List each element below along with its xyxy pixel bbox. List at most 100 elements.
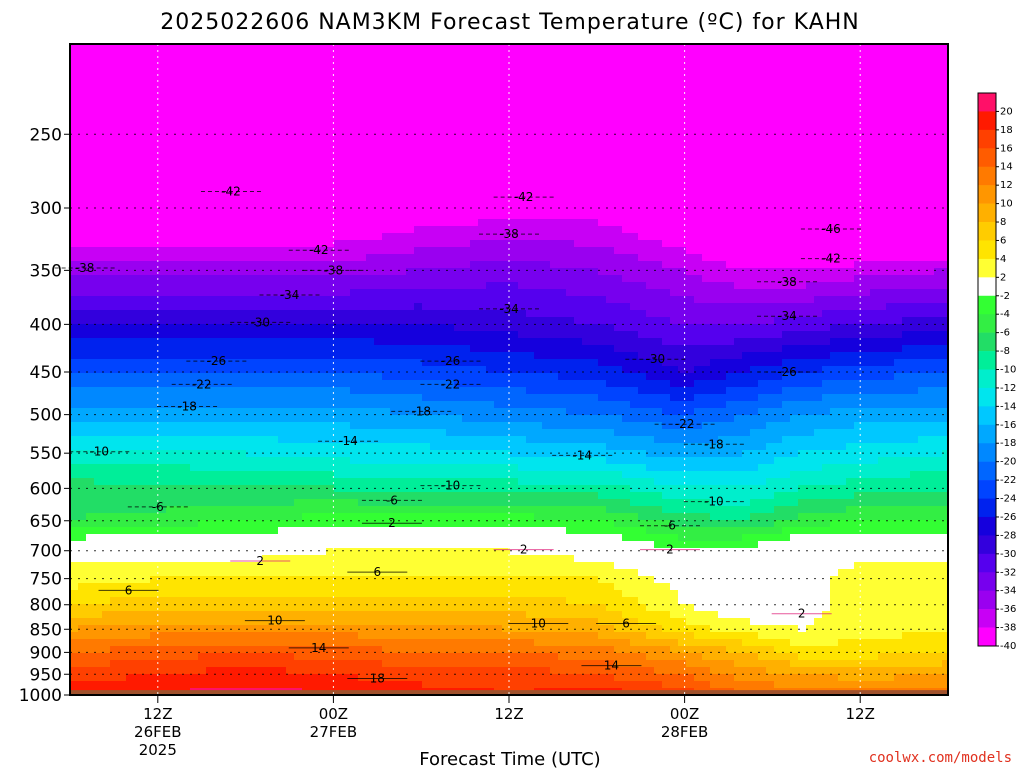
temperature-cell xyxy=(174,128,183,136)
temperature-cell xyxy=(390,499,399,507)
temperature-cell xyxy=(494,72,503,80)
temperature-cell xyxy=(438,72,447,80)
temperature-cell xyxy=(142,485,151,493)
temperature-cell xyxy=(78,471,87,479)
temperature-cell xyxy=(486,324,495,332)
temperature-cell xyxy=(406,681,415,689)
temperature-cell xyxy=(470,436,479,444)
temperature-cell xyxy=(398,219,407,227)
temperature-cell xyxy=(214,653,223,661)
temperature-cell xyxy=(294,471,303,479)
temperature-cell xyxy=(422,205,431,213)
temperature-cell xyxy=(414,254,423,262)
temperature-cell xyxy=(334,632,343,640)
temperature-cell xyxy=(118,191,127,199)
temperature-cell xyxy=(462,359,471,367)
temperature-cell xyxy=(70,625,79,633)
temperature-cell xyxy=(438,58,447,66)
temperature-cell xyxy=(318,653,327,661)
temperature-cell xyxy=(494,429,503,437)
temperature-cell xyxy=(430,177,439,185)
temperature-cell xyxy=(102,289,111,297)
temperature-cell xyxy=(110,240,119,248)
temperature-cell xyxy=(150,359,159,367)
temperature-cell xyxy=(398,163,407,171)
temperature-cell xyxy=(166,674,175,682)
temperature-cell xyxy=(190,618,199,626)
temperature-cell xyxy=(270,163,279,171)
temperature-cell xyxy=(270,443,279,451)
temperature-cell xyxy=(126,219,135,227)
temperature-cell xyxy=(478,317,487,325)
temperature-cell xyxy=(238,212,247,220)
temperature-cell xyxy=(262,219,271,227)
temperature-cell xyxy=(206,303,215,311)
temperature-cell xyxy=(166,86,175,94)
temperature-cell xyxy=(230,373,239,381)
temperature-cell xyxy=(366,625,375,633)
temperature-cell xyxy=(86,513,95,521)
temperature-cell xyxy=(310,667,319,675)
temperature-cell xyxy=(214,51,223,59)
temperature-cell xyxy=(326,569,335,577)
temperature-cell xyxy=(262,107,271,115)
temperature-cell xyxy=(334,324,343,332)
temperature-cell xyxy=(430,625,439,633)
temperature-cell xyxy=(278,569,287,577)
temperature-cell xyxy=(230,324,239,332)
temperature-cell xyxy=(470,422,479,430)
temperature-cell xyxy=(342,149,351,157)
temperature-cell xyxy=(326,184,335,192)
temperature-cell xyxy=(158,625,167,633)
temperature-cell xyxy=(262,184,271,192)
temperature-cell xyxy=(206,233,215,241)
temperature-cell xyxy=(134,387,143,395)
temperature-cell xyxy=(422,625,431,633)
temperature-cell xyxy=(270,471,279,479)
temperature-cell xyxy=(214,240,223,248)
temperature-cell xyxy=(270,135,279,143)
temperature-cell xyxy=(126,107,135,115)
temperature-cell xyxy=(358,247,367,255)
temperature-cell xyxy=(166,499,175,507)
temperature-cell xyxy=(102,667,111,675)
temperature-cell xyxy=(142,254,151,262)
temperature-cell xyxy=(310,415,319,423)
temperature-cell xyxy=(494,135,503,143)
temperature-cell xyxy=(446,373,455,381)
temperature-cell xyxy=(86,282,95,290)
temperature-cell xyxy=(358,93,367,101)
temperature-cell xyxy=(102,457,111,465)
temperature-cell xyxy=(406,191,415,199)
temperature-cell xyxy=(454,233,463,241)
temperature-cell xyxy=(446,646,455,654)
temperature-cell xyxy=(478,198,487,206)
temperature-cell xyxy=(246,380,255,388)
temperature-cell xyxy=(438,562,447,570)
temperature-cell xyxy=(182,632,191,640)
temperature-cell xyxy=(246,282,255,290)
temperature-cell xyxy=(446,653,455,661)
temperature-cell xyxy=(438,555,447,563)
temperature-cell xyxy=(126,555,135,563)
temperature-cell xyxy=(110,268,119,276)
temperature-cell xyxy=(430,296,439,304)
temperature-cell xyxy=(414,583,423,591)
temperature-cell xyxy=(414,534,423,542)
temperature-cell xyxy=(278,548,287,556)
temperature-cell xyxy=(486,359,495,367)
temperature-cell xyxy=(254,58,263,66)
temperature-cell xyxy=(382,457,391,465)
temperature-cell xyxy=(374,492,383,500)
temperature-cell xyxy=(246,457,255,465)
temperature-cell xyxy=(206,191,215,199)
temperature-cell xyxy=(254,520,263,528)
temperature-cell xyxy=(454,135,463,143)
temperature-cell xyxy=(126,429,135,437)
temperature-cell xyxy=(478,268,487,276)
temperature-cell xyxy=(294,681,303,689)
chart-title: 2025022606 NAM3KM Forecast Temperature (… xyxy=(160,10,860,35)
temperature-cell xyxy=(278,674,287,682)
temperature-cell xyxy=(342,184,351,192)
temperature-cell xyxy=(342,667,351,675)
